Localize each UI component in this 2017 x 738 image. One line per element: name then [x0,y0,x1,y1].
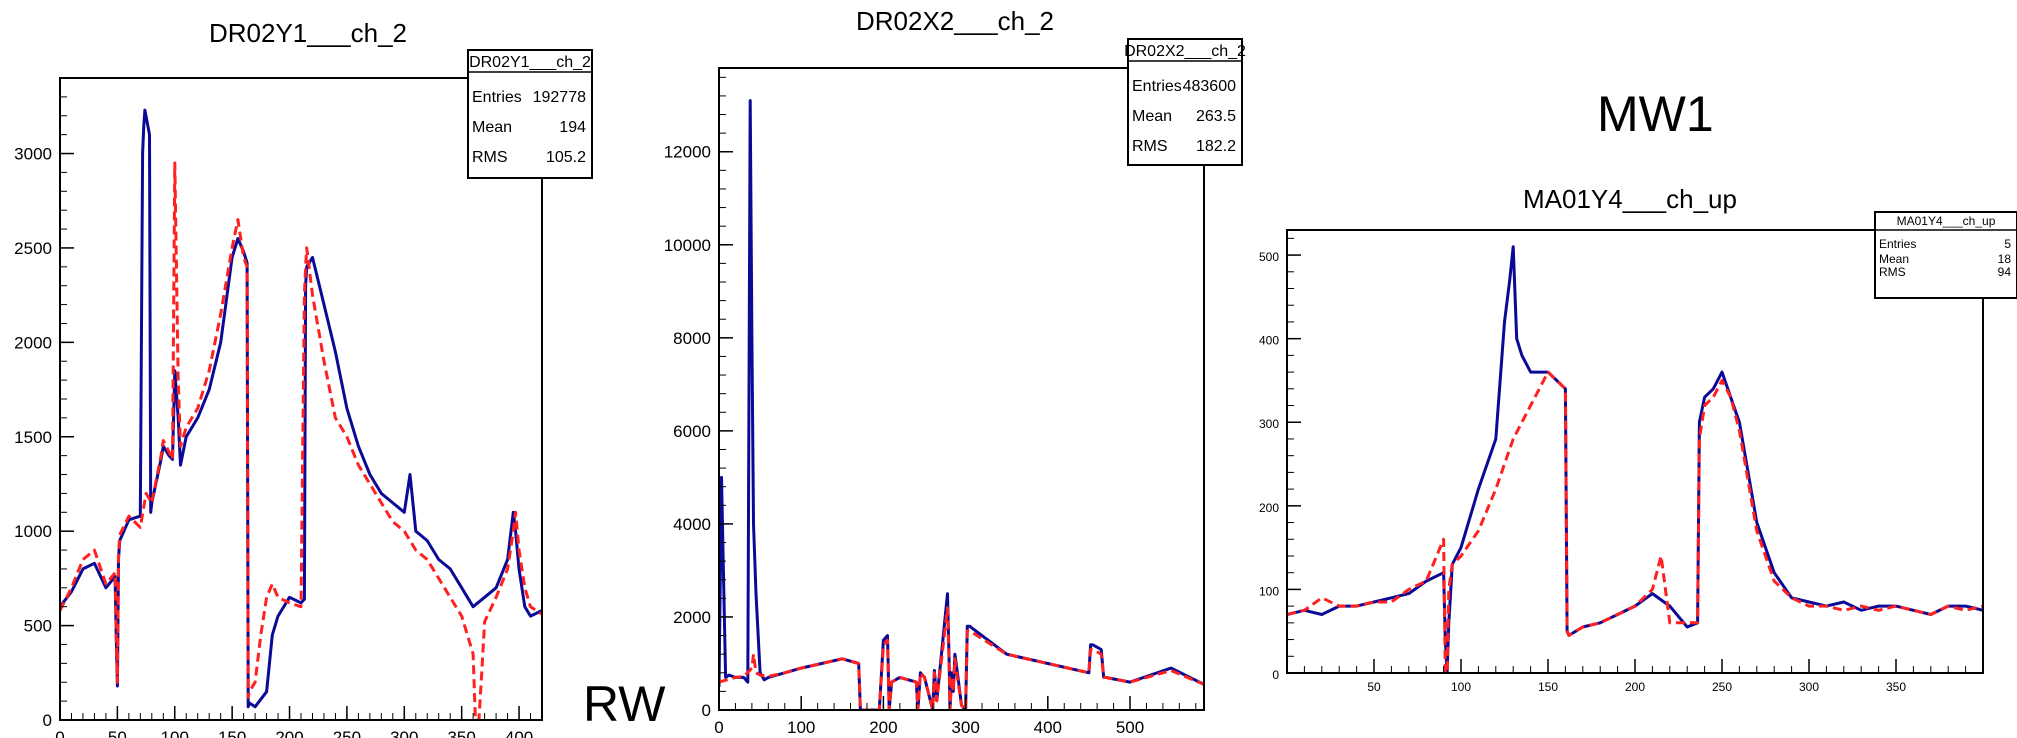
chart-title: DR02Y1___ch_2 [209,18,407,48]
x-tick-label: 150 [218,728,246,738]
y-tick-label: 100 [1259,584,1279,598]
x-tick-label: 350 [447,728,475,738]
x-tick-label: 300 [390,728,418,738]
x-tick-label: 150 [1538,680,1558,694]
x-tick-label: 100 [787,718,815,737]
stats-name: DR02X2___ch_2 [1124,43,1246,60]
x-tick-label: 300 [951,718,979,737]
y-tick-label: 0 [1272,668,1279,682]
series-line-red [719,606,1204,710]
chart-title: MA01Y4___ch_up [1523,184,1737,214]
x-tick-label: 100 [161,728,189,738]
x-tick-label: 300 [1799,680,1819,694]
x-tick-label: 200 [275,728,303,738]
x-tick-label: 400 [505,728,533,738]
x-tick-label: 0 [55,728,64,738]
y-tick-label: 300 [1259,417,1279,431]
stats-row-value: 105.2 [546,149,586,166]
y-tick-label: 2500 [14,239,52,258]
stats-row-label: RMS [472,149,508,166]
series-line-red [1287,370,1983,673]
stats-row-value: 18 [1998,252,2012,266]
stats-row-value: 5 [2004,237,2011,251]
stats-row-label: Entries [1879,237,1916,251]
x-tick-label: 0 [714,718,723,737]
stats-row-label: Entries [472,89,522,106]
y-tick-label: 0 [43,711,52,730]
stats-box: DR02Y1___ch_2 Entries 192778 Mean 194 RMS 105.… [467,49,593,179]
stats-row-value: 182.2 [1196,138,1236,155]
rw-label: RW [583,676,666,732]
y-tick-label: 3000 [14,145,52,164]
stats-row-label: Mean [1132,108,1172,125]
stats-row-label: Mean [1879,252,1909,266]
stats-row-label: Mean [472,119,512,136]
y-tick-label: 200 [1259,501,1279,515]
x-tick-label: 350 [1886,680,1906,694]
stats-name: DR02Y1___ch_2 [469,54,591,71]
x-tick-label: 50 [1367,680,1381,694]
chart-panel-ma01y4: MA01Y4___ch_up 0 100 200 300 400 500 50 100 150 20… [1259,184,2017,694]
x-tick-label: 200 [1625,680,1645,694]
y-tick-label: 0 [702,701,711,720]
chart-title: DR02X2___ch_2 [856,6,1054,36]
stats-row-label: RMS [1879,265,1906,279]
y-tick-label: 400 [1259,334,1279,348]
series-line-blue [60,108,542,709]
stats-row-label: RMS [1132,138,1168,155]
stats-row-label: Entries [1132,78,1182,95]
stats-row-value: 94 [1998,265,2012,279]
y-tick-label: 500 [24,617,52,636]
y-tick-label: 12000 [664,143,711,162]
y-tick-label: 8000 [673,329,711,348]
x-tick-label: 200 [869,718,897,737]
plot-frame [718,67,1205,711]
stats-box: DR02X2___ch_2 Entries 483600 Mean 263.5 RMS 18… [1124,38,1246,166]
y-tick-label: 10000 [664,236,711,255]
stats-row-value: 192778 [533,89,586,106]
stats-frame [1874,211,2017,299]
stats-box: MA01Y4___ch_up Entries 5 Mean 18 RMS 94 [1874,211,2017,299]
y-tick-label: 2000 [14,333,52,352]
stats-frame [1127,38,1243,166]
stats-row-value: 194 [559,119,586,136]
chart-panel-dr02x2: DR02X2___ch_2020004000600080001000012000… [664,6,1246,737]
x-tick-label: 400 [1034,718,1062,737]
y-tick-label: 500 [1259,250,1279,264]
y-tick-label: 1000 [14,522,52,541]
y-tick-label: 6000 [673,422,711,441]
x-tick-label: 500 [1116,718,1144,737]
x-tick-label: 100 [1451,680,1471,694]
series-line-blue [719,99,1204,710]
y-tick-label: 1500 [14,428,52,447]
x-tick-label: 50 [108,728,127,738]
chart-panel-dr02y1: DR02Y1___ch_2 0 500 1000 1500 2000 2500 3000 0 50… [14,18,593,738]
x-tick-label: 250 [1712,680,1732,694]
y-tick-label: 2000 [673,608,711,627]
y-tick-label: 4000 [673,515,711,534]
mw1-label: MW1 [1597,86,1714,142]
x-tick-label: 250 [333,728,361,738]
stats-name: MA01Y4___ch_up [1897,214,1996,228]
series-line-red [60,161,542,720]
stats-row-value: 263.5 [1196,108,1236,125]
stats-row-value: 483600 [1183,78,1236,95]
